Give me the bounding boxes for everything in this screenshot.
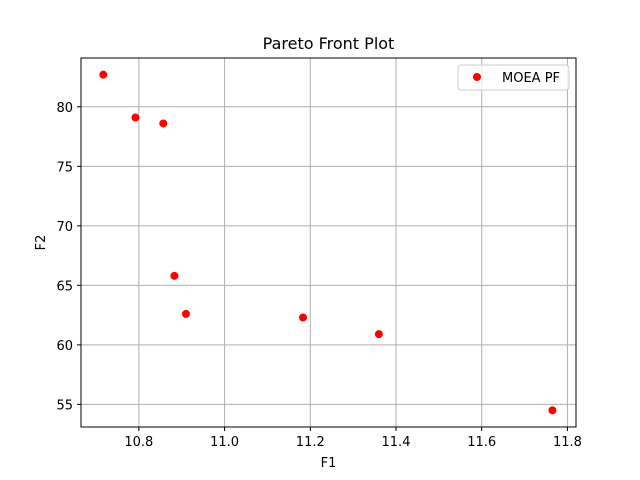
data-point bbox=[170, 271, 179, 280]
y-tick-label: 80 bbox=[56, 101, 73, 116]
plot-frame bbox=[80, 57, 577, 428]
legend-marker-icon bbox=[473, 73, 481, 81]
x-tick-label: 11.4 bbox=[382, 435, 411, 450]
y-tick-label: 75 bbox=[56, 160, 73, 175]
legend: MOEA PF bbox=[457, 64, 570, 91]
tick-layer: 10.8 11.0 11.2 11.4 11.6 11.8 55 60 65 70 75 80 bbox=[56, 101, 581, 450]
grid-layer bbox=[81, 58, 576, 427]
y-tick-label: 65 bbox=[56, 279, 73, 294]
legend-box bbox=[457, 64, 570, 91]
x-tick-label: 11.0 bbox=[210, 435, 239, 450]
data-point bbox=[548, 406, 557, 415]
y-tick-label: 70 bbox=[56, 220, 73, 235]
data-point bbox=[99, 70, 108, 79]
data-point bbox=[182, 309, 190, 318]
chart-title: Pareto Front Plot bbox=[263, 34, 395, 53]
x-tick-label: 11.8 bbox=[553, 435, 582, 450]
legend-label: MOEA PF bbox=[502, 71, 560, 86]
x-tick-label: 11.2 bbox=[296, 435, 325, 450]
data-point bbox=[159, 119, 168, 128]
y-tick-label: 55 bbox=[56, 398, 73, 413]
x-tick-label: 11.6 bbox=[467, 435, 496, 450]
data-points bbox=[99, 70, 557, 415]
x-tick-label: 10.8 bbox=[124, 435, 153, 450]
y-tick-label: 60 bbox=[56, 339, 73, 354]
data-point bbox=[131, 113, 140, 122]
x-axis-label: F1 bbox=[321, 456, 337, 471]
data-point bbox=[299, 313, 307, 322]
y-axis-label: F2 bbox=[34, 235, 49, 251]
data-point bbox=[374, 330, 383, 339]
